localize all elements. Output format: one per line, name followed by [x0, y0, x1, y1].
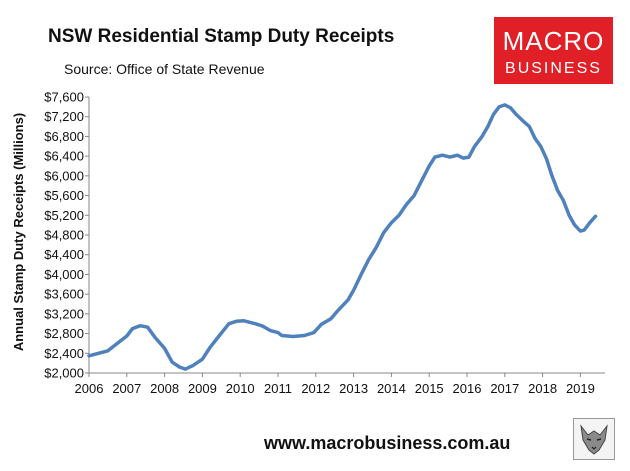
x-tick-label: 2013 [339, 381, 368, 396]
logo-line-2: BUSINESS [505, 60, 602, 77]
wolf-badge-icon [573, 418, 615, 460]
x-tick-label: 2008 [150, 381, 179, 396]
y-tick-label: $5,200 [44, 208, 84, 223]
y-axis-label: Annual Stamp Duty Receipts (Millions) [11, 113, 26, 351]
x-tick-label: 2007 [112, 381, 141, 396]
macrobusiness-logo[interactable]: MACRO BUSINESS [494, 17, 613, 84]
y-tick-label: $4,800 [44, 228, 84, 243]
x-tick-label: 2011 [264, 381, 292, 396]
series-group [87, 103, 598, 371]
y-tick-label: $2,000 [44, 366, 84, 381]
chart-title: NSW Residential Stamp Duty Receipts [48, 26, 395, 47]
y-tick-label: $5,600 [44, 188, 84, 203]
x-tick-label: 2017 [490, 381, 519, 396]
y-tick-label: $6,400 [44, 149, 84, 164]
x-tick-label: 2006 [75, 381, 104, 396]
y-tick-label: $3,600 [44, 287, 84, 302]
x-tick-label: 2018 [528, 381, 557, 396]
y-tick-label: $4,400 [44, 247, 84, 262]
line-chart: $2,000 $2,400 $2,800 $3,200 $3,600 $4,000 $4,4… [11, 90, 605, 396]
x-tick-label: 2016 [453, 381, 482, 396]
logo-line-1: MACRO [502, 26, 605, 56]
y-tick-label: $4,000 [44, 267, 84, 282]
chart-source: Source: Office of State Revenue [64, 61, 265, 77]
chart-axes [88, 97, 605, 374]
y-tick-label: $3,200 [44, 306, 84, 321]
y-axis-ticks: $2,000 $2,400 $2,800 $3,200 $3,600 $4,000 $4,4… [44, 90, 89, 381]
series-line-0 [87, 103, 598, 371]
y-tick-label: $7,600 [44, 90, 84, 105]
x-tick-label: 2012 [301, 381, 330, 396]
x-tick-label: 2015 [415, 381, 444, 396]
x-tick-label: 2009 [188, 381, 217, 396]
x-axis-ticks: 2006 2007 2008 2009 2010 2011 2012 2013 2014 2015… [75, 373, 595, 396]
y-tick-label: $6,800 [44, 129, 84, 144]
footer-url[interactable]: www.macrobusiness.com.au [264, 433, 511, 453]
y-tick-label: $7,200 [44, 109, 84, 124]
x-tick-label: 2010 [226, 381, 255, 396]
y-tick-label: $2,800 [44, 326, 84, 341]
y-tick-label: $6,000 [44, 168, 84, 183]
x-tick-label: 2014 [377, 381, 406, 396]
y-tick-label: $2,400 [44, 346, 84, 361]
x-tick-label: 2019 [566, 381, 595, 396]
